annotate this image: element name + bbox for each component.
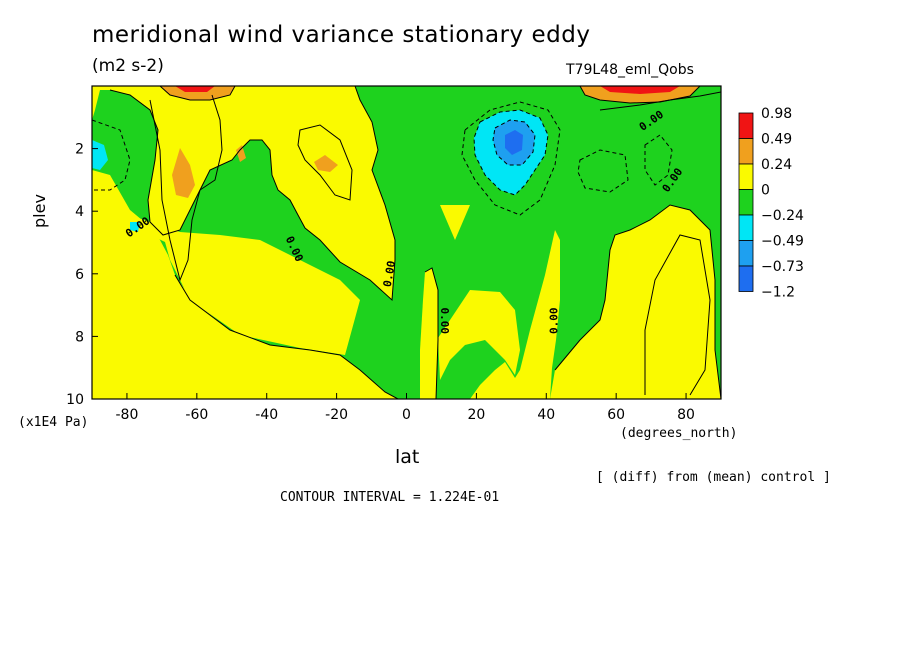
contour-interval: CONTOUR INTERVAL = 1.224E-01 <box>280 490 500 505</box>
contour-line-10 <box>599 91 721 111</box>
contour-line-4 <box>554 204 721 399</box>
color-legend: 0.98 0.49 0.24 0 −0.24 −0.49 −0.73 −1.2 <box>738 106 804 301</box>
run-name: T79L48_eml_Qobs <box>566 62 694 78</box>
x-tick-label: -40 <box>255 407 278 423</box>
y-tick-label: 10 <box>66 392 84 408</box>
legend-swatch <box>738 265 754 292</box>
x-tick-label: 0 <box>402 407 411 423</box>
zero-contour-label: 0.00 <box>547 308 560 335</box>
contour-line-2 <box>174 274 399 399</box>
chart-units: (m2 s-2) <box>92 56 164 76</box>
field-yellow-south <box>92 86 395 300</box>
y-axis-ticks: 2 4 6 8 10 <box>66 142 98 408</box>
field-red-south <box>175 86 215 92</box>
legend-swatch <box>738 138 754 165</box>
field-orange-blob-2 <box>314 155 338 172</box>
field-yellow-nh-1 <box>438 290 520 380</box>
field-yellow-nh-3 <box>440 205 470 240</box>
contour-lines <box>92 86 721 399</box>
field-green-nh-patch <box>560 142 570 162</box>
x-axis-unit: (degrees_north) <box>620 426 738 441</box>
y-tick-label: 2 <box>75 142 84 158</box>
field-red-north <box>600 86 680 94</box>
field-cyan-left <box>92 140 108 170</box>
field-yellow-nh-east <box>550 205 721 399</box>
legend-label: −0.24 <box>761 208 804 224</box>
legend-label: 0.98 <box>761 106 792 122</box>
contour-line-3 <box>424 267 439 399</box>
field-orange-blob-1 <box>172 148 195 198</box>
contour-dashed-4 <box>577 149 629 193</box>
field-yellow-equator <box>420 268 438 399</box>
x-axis-ticks: -80 -60 -40 -20 0 20 40 60 80 <box>116 393 695 423</box>
legend-swatch <box>738 214 754 241</box>
chart-title: meridional wind variance stationary eddy <box>92 22 591 48</box>
x-tick-label: 20 <box>467 407 485 423</box>
field-orange-blob-3 <box>236 145 246 162</box>
field-orange-top-south <box>160 86 235 100</box>
legend-swatch <box>738 112 754 139</box>
y-axis-unit: (x1E4 Pa) <box>18 415 89 430</box>
x-tick-label: -60 <box>185 407 208 423</box>
field-yellow-south-lower <box>92 170 398 399</box>
field-yellow-south-mid <box>100 215 360 355</box>
legend-swatch <box>738 163 754 190</box>
contour-line-7 <box>579 86 701 104</box>
contour-line-9 <box>297 124 353 201</box>
legend-swatch <box>738 189 754 216</box>
contour-line-6 <box>159 86 236 101</box>
x-tick-label: 40 <box>537 407 555 423</box>
y-tick-label: 4 <box>75 204 84 220</box>
y-tick-label: 8 <box>75 329 84 345</box>
x-tick-label: 60 <box>607 407 625 423</box>
legend-swatch <box>738 240 754 267</box>
contour-line-5 <box>644 234 711 396</box>
field-yellow-nh-2 <box>470 230 560 399</box>
contour-line-8 <box>149 94 223 282</box>
x-tick-label: -20 <box>325 407 348 423</box>
x-tick-label: 80 <box>677 407 695 423</box>
legend-label: 0.24 <box>761 157 792 173</box>
y-axis-label: plev <box>30 194 49 228</box>
legend-label: −1.2 <box>761 285 795 301</box>
legend-label: 0.49 <box>761 132 792 148</box>
legend-label: 0 <box>761 183 770 199</box>
x-tick-label: -80 <box>116 407 139 423</box>
legend-label: −0.73 <box>761 259 804 275</box>
contour-dashed-6 <box>92 119 131 191</box>
zero-contour-label: 0.00 <box>438 308 451 335</box>
y-tick-label: 6 <box>75 267 84 283</box>
contour-dashed-3 <box>492 119 536 166</box>
field-cyan-left-2 <box>130 222 140 232</box>
contour-dashed-1 <box>461 101 561 216</box>
zero-contour-label: 0.00 <box>381 260 398 288</box>
legend-label: −0.49 <box>761 234 804 250</box>
x-axis-label: lat <box>395 446 420 468</box>
contour-fields <box>92 86 721 399</box>
field-blue <box>505 130 523 155</box>
negative-contours <box>92 101 673 216</box>
contour-line-1 <box>92 86 396 302</box>
diff-note: [ (diff) from (mean) control ] <box>596 470 831 485</box>
